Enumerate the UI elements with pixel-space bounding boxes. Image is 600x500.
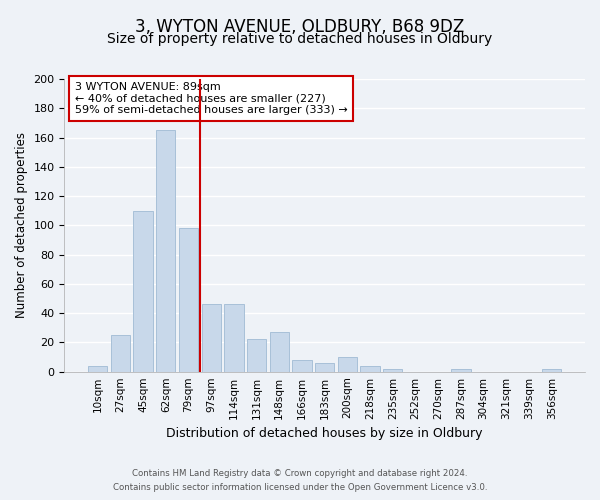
Text: 3 WYTON AVENUE: 89sqm
← 40% of detached houses are smaller (227)
59% of semi-det: 3 WYTON AVENUE: 89sqm ← 40% of detached … — [75, 82, 347, 115]
Bar — [361, 366, 380, 372]
Bar — [202, 304, 221, 372]
Bar — [179, 228, 198, 372]
Bar — [224, 304, 244, 372]
Bar — [156, 130, 175, 372]
Text: 3, WYTON AVENUE, OLDBURY, B68 9DZ: 3, WYTON AVENUE, OLDBURY, B68 9DZ — [136, 18, 464, 36]
Bar — [292, 360, 311, 372]
Bar — [315, 363, 334, 372]
Bar — [542, 369, 562, 372]
Bar — [111, 335, 130, 372]
Bar — [88, 366, 107, 372]
Y-axis label: Number of detached properties: Number of detached properties — [15, 132, 28, 318]
Bar — [133, 210, 153, 372]
Bar — [451, 369, 470, 372]
Text: Contains HM Land Registry data © Crown copyright and database right 2024.: Contains HM Land Registry data © Crown c… — [132, 468, 468, 477]
Bar — [338, 357, 357, 372]
Bar — [383, 369, 403, 372]
X-axis label: Distribution of detached houses by size in Oldbury: Distribution of detached houses by size … — [166, 427, 483, 440]
Text: Size of property relative to detached houses in Oldbury: Size of property relative to detached ho… — [107, 32, 493, 46]
Bar — [247, 340, 266, 372]
Text: Contains public sector information licensed under the Open Government Licence v3: Contains public sector information licen… — [113, 484, 487, 492]
Bar — [269, 332, 289, 372]
